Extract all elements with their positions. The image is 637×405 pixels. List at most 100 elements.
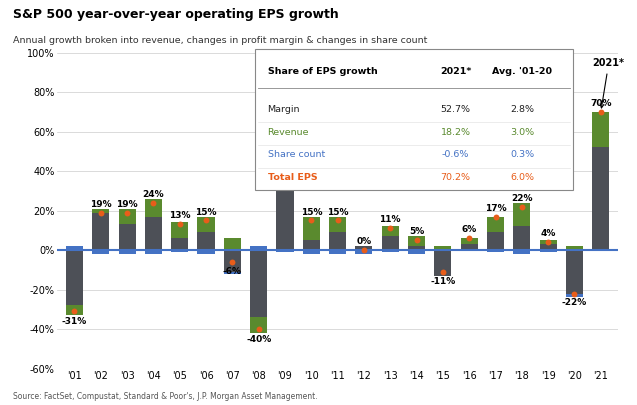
Text: 17%: 17% — [485, 204, 506, 213]
Bar — [171, 238, 189, 250]
Point — [464, 235, 475, 241]
Text: 0.3%: 0.3% — [510, 150, 534, 160]
Text: Revenue: Revenue — [268, 128, 309, 137]
Bar — [355, 246, 373, 250]
Text: 13%: 13% — [169, 211, 190, 220]
Bar — [487, 217, 504, 232]
Text: 15%: 15% — [301, 207, 322, 217]
Text: 6%: 6% — [462, 225, 477, 234]
Bar — [250, 317, 267, 333]
Bar — [408, 246, 425, 250]
Text: 15%: 15% — [196, 207, 217, 217]
Text: 18.2%: 18.2% — [440, 128, 471, 137]
Point — [122, 209, 132, 216]
Bar — [66, 305, 83, 315]
Text: Annual growth broken into revenue, changes in profit margin & changes in share c: Annual growth broken into revenue, chang… — [13, 36, 427, 45]
Bar — [66, 250, 83, 305]
Point — [517, 203, 527, 210]
Bar — [382, 236, 399, 250]
Text: 24%: 24% — [143, 190, 164, 199]
Text: 4%: 4% — [540, 229, 556, 238]
Text: Total EPS: Total EPS — [268, 173, 317, 182]
Text: 5%: 5% — [409, 227, 424, 236]
Point — [359, 247, 369, 254]
Point — [96, 209, 106, 216]
Bar — [329, 217, 346, 232]
Bar — [145, 217, 162, 250]
Bar — [382, 226, 399, 236]
Point — [385, 225, 396, 232]
Bar — [434, 250, 452, 276]
Bar — [540, 244, 557, 250]
Point — [490, 213, 501, 220]
Bar — [592, 147, 610, 250]
Text: S&P 500 year-over-year operating EPS growth: S&P 500 year-over-year operating EPS gro… — [13, 8, 338, 21]
Text: 22%: 22% — [511, 194, 533, 202]
Bar — [513, 226, 531, 250]
Point — [306, 217, 317, 224]
Bar — [355, 250, 373, 254]
Bar — [66, 246, 83, 250]
Bar — [145, 250, 162, 254]
Bar — [171, 222, 189, 238]
Text: 6.0%: 6.0% — [510, 173, 534, 182]
Text: 2.8%: 2.8% — [510, 105, 534, 114]
Bar — [434, 246, 452, 250]
Bar — [513, 250, 531, 254]
Text: -11%: -11% — [430, 277, 455, 286]
Bar — [513, 203, 531, 226]
Text: 2021*: 2021* — [440, 67, 471, 76]
Bar — [92, 213, 110, 250]
Point — [148, 200, 159, 206]
Text: 52.7%: 52.7% — [440, 105, 471, 114]
Text: 15%: 15% — [327, 207, 348, 217]
Bar — [329, 232, 346, 250]
Bar — [329, 250, 346, 254]
Point — [175, 221, 185, 228]
Text: Share count: Share count — [268, 150, 325, 160]
Text: 70%: 70% — [590, 99, 612, 108]
FancyBboxPatch shape — [255, 49, 573, 190]
Bar — [540, 250, 557, 252]
Point — [227, 259, 238, 265]
Text: Share of EPS growth: Share of EPS growth — [268, 67, 377, 76]
Bar — [197, 250, 215, 254]
Bar — [92, 209, 110, 213]
Bar — [276, 173, 294, 250]
Bar — [487, 232, 504, 250]
Bar — [145, 199, 162, 217]
Text: -6%: -6% — [223, 267, 242, 276]
Bar — [197, 217, 215, 232]
Bar — [461, 238, 478, 244]
Bar — [566, 246, 583, 250]
Bar — [540, 240, 557, 244]
Bar — [118, 224, 136, 250]
Bar — [171, 250, 189, 252]
Text: 2021*: 2021* — [592, 58, 625, 108]
Point — [438, 269, 448, 275]
Point — [596, 109, 606, 115]
Bar — [382, 250, 399, 252]
Bar — [566, 250, 583, 294]
Bar — [118, 209, 136, 224]
Text: Avg. '01-20: Avg. '01-20 — [492, 67, 552, 76]
Bar — [303, 217, 320, 240]
Text: 3.0%: 3.0% — [510, 128, 534, 137]
Bar — [224, 250, 241, 272]
Bar — [224, 238, 241, 250]
Text: Source: FactSet, Compustat, Standard & Poor's, J.P. Morgan Asset Management.: Source: FactSet, Compustat, Standard & P… — [13, 392, 317, 401]
Point — [333, 217, 343, 224]
Text: 0%: 0% — [356, 237, 371, 246]
Text: -22%: -22% — [562, 298, 587, 307]
Point — [69, 308, 80, 315]
Bar — [276, 155, 294, 173]
Bar — [197, 232, 215, 250]
Bar — [118, 250, 136, 254]
Text: -31%: -31% — [62, 317, 87, 326]
Bar — [224, 272, 241, 274]
Point — [543, 239, 554, 245]
Text: -0.6%: -0.6% — [442, 150, 469, 160]
Text: 19%: 19% — [90, 200, 111, 209]
Bar — [408, 236, 425, 246]
Point — [280, 154, 290, 160]
